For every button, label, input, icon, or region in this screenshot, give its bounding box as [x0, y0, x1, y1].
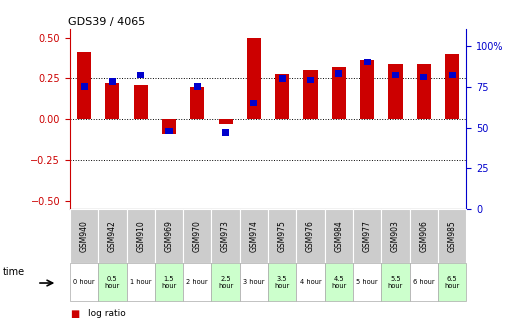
Bar	[445, 54, 459, 119]
Bar	[240, 209, 268, 263]
Bar	[155, 209, 183, 263]
Text: 6.5
hour: 6.5 hour	[444, 276, 459, 288]
Bar	[438, 263, 466, 301]
Text: 4.5
hour: 4.5 hour	[331, 276, 347, 288]
Bar	[304, 70, 318, 119]
Bar	[392, 72, 399, 78]
Bar	[381, 263, 410, 301]
Bar	[353, 209, 381, 263]
Bar	[325, 209, 353, 263]
Bar	[410, 209, 438, 263]
Text: 0.5
hour: 0.5 hour	[105, 276, 120, 288]
Bar	[360, 60, 374, 119]
Bar	[275, 74, 289, 119]
Text: GSM975: GSM975	[278, 220, 287, 252]
Text: GSM906: GSM906	[419, 220, 428, 252]
Text: GSM976: GSM976	[306, 220, 315, 252]
Text: GSM910: GSM910	[136, 220, 145, 252]
Bar	[98, 209, 126, 263]
Bar	[279, 75, 286, 82]
Bar	[183, 263, 211, 301]
Bar	[211, 263, 240, 301]
Bar	[126, 263, 155, 301]
Text: GSM985: GSM985	[448, 220, 456, 252]
Text: 0 hour: 0 hour	[73, 279, 95, 285]
Text: GSM970: GSM970	[193, 220, 202, 252]
Text: GSM974: GSM974	[249, 220, 258, 252]
Bar	[134, 85, 148, 119]
Text: 1.5
hour: 1.5 hour	[162, 276, 177, 288]
Text: 5 hour: 5 hour	[356, 279, 378, 285]
Bar	[353, 263, 381, 301]
Text: GSM977: GSM977	[363, 220, 371, 252]
Bar	[155, 263, 183, 301]
Text: GSM940: GSM940	[80, 220, 89, 252]
Bar	[183, 209, 211, 263]
Text: 3.5
hour: 3.5 hour	[275, 276, 290, 288]
Bar	[70, 209, 98, 263]
Bar	[332, 67, 346, 119]
Bar	[126, 209, 155, 263]
Bar	[325, 263, 353, 301]
Bar	[98, 263, 126, 301]
Bar	[296, 263, 325, 301]
Bar	[137, 72, 144, 78]
Bar	[194, 83, 201, 90]
Bar	[307, 77, 314, 83]
Bar	[70, 263, 98, 301]
Text: GDS39 / 4065: GDS39 / 4065	[68, 17, 145, 27]
Bar	[165, 128, 172, 134]
Bar	[162, 119, 176, 134]
Bar	[240, 263, 268, 301]
Text: 2 hour: 2 hour	[186, 279, 208, 285]
Bar	[268, 263, 296, 301]
Bar	[77, 52, 91, 119]
Bar	[416, 64, 431, 119]
Text: GSM969: GSM969	[165, 220, 174, 252]
Bar	[268, 209, 296, 263]
Bar	[250, 100, 257, 106]
Text: 2.5
hour: 2.5 hour	[218, 276, 233, 288]
Text: 6 hour: 6 hour	[413, 279, 435, 285]
Text: time: time	[3, 267, 25, 277]
Text: GSM942: GSM942	[108, 220, 117, 252]
Text: GSM903: GSM903	[391, 220, 400, 252]
Bar	[420, 74, 427, 80]
Bar	[222, 129, 229, 136]
Text: 1 hour: 1 hour	[130, 279, 151, 285]
Text: GSM984: GSM984	[334, 220, 343, 252]
Bar	[335, 70, 342, 77]
Bar	[219, 119, 233, 124]
Text: 4 hour: 4 hour	[300, 279, 321, 285]
Text: 3 hour: 3 hour	[243, 279, 265, 285]
Text: 5.5
hour: 5.5 hour	[388, 276, 403, 288]
Bar	[296, 209, 325, 263]
Text: log ratio: log ratio	[88, 309, 126, 318]
Bar	[410, 263, 438, 301]
Bar	[381, 209, 410, 263]
Bar	[438, 209, 466, 263]
Bar	[449, 72, 456, 78]
Bar	[211, 209, 240, 263]
Bar	[109, 78, 116, 85]
Text: GSM973: GSM973	[221, 220, 230, 252]
Text: ■: ■	[70, 309, 79, 319]
Bar	[247, 38, 261, 119]
Bar	[190, 87, 205, 119]
Bar	[388, 64, 402, 119]
Bar	[105, 83, 120, 119]
Bar	[80, 83, 88, 90]
Bar	[364, 59, 371, 65]
